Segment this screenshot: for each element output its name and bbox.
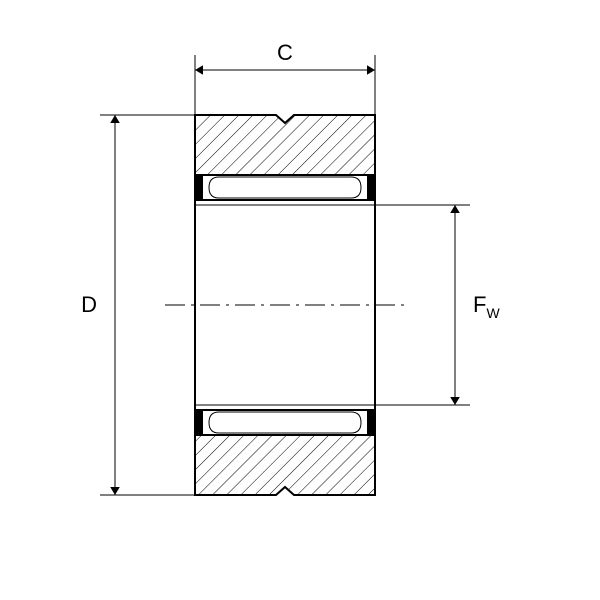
bearing-cross-section-diagram: C D FW: [0, 0, 600, 600]
label-c: C: [277, 40, 293, 65]
arrowhead: [450, 397, 460, 405]
arrowhead: [367, 65, 375, 75]
label-d: D: [81, 292, 97, 317]
arrowhead: [110, 115, 120, 123]
roller-top: [209, 177, 361, 198]
arrowhead: [450, 205, 460, 213]
roller-bottom: [209, 412, 361, 433]
arrowhead: [195, 65, 203, 75]
arrowhead: [110, 487, 120, 495]
label-fw: FW: [473, 292, 500, 321]
